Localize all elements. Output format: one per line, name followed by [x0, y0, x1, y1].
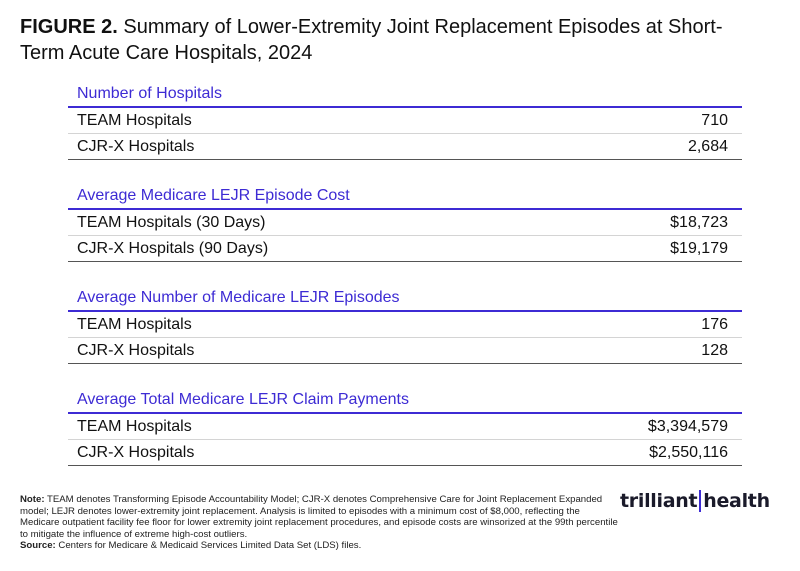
section-header: Average Medicare LEJR Episode Cost	[68, 186, 742, 210]
section-header: Average Number of Medicare LEJR Episodes	[68, 288, 742, 312]
section-header: Average Total Medicare LEJR Claim Paymen…	[68, 390, 742, 414]
row-label: CJR-X Hospitals	[77, 443, 195, 461]
row-value: $19,179	[670, 239, 728, 257]
figure-label: FIGURE 2.	[20, 16, 118, 38]
row-label: TEAM Hospitals	[77, 315, 192, 333]
trilliant-health-logo: trilliant health	[620, 484, 780, 518]
row-value: $3,394,579	[647, 417, 728, 435]
row-label: CJR-X Hospitals	[77, 341, 195, 359]
section-number-of-episodes: Average Number of Medicare LEJR Episodes…	[68, 288, 742, 364]
logo-text-part1: trilliant	[620, 490, 698, 512]
logo-text-part2: health	[703, 490, 770, 512]
row-value: 710	[701, 111, 728, 129]
row-label: CJR-X Hospitals (90 Days)	[77, 239, 269, 257]
row-value: 176	[701, 315, 728, 333]
source-label: Source:	[20, 540, 56, 552]
table-row: CJR-X Hospitals 2,684	[68, 134, 742, 160]
table-row: CJR-X Hospitals (90 Days) $19,179	[68, 236, 742, 262]
table-row: TEAM Hospitals $3,394,579	[68, 414, 742, 440]
section-episode-cost: Average Medicare LEJR Episode Cost TEAM …	[68, 186, 742, 262]
figure-title-text: Summary of Lower-Extremity Joint Replace…	[20, 16, 723, 64]
footnote: Note: TEAM denotes Transforming Episode …	[20, 494, 620, 552]
section-claim-payments: Average Total Medicare LEJR Claim Paymen…	[68, 390, 742, 466]
table-row: CJR-X Hospitals 128	[68, 338, 742, 364]
note-text: TEAM denotes Transforming Episode Accoun…	[20, 494, 618, 540]
source-text: Centers for Medicare & Medicaid Services…	[58, 540, 362, 552]
row-value: $18,723	[670, 213, 728, 231]
table-row: TEAM Hospitals 176	[68, 312, 742, 338]
section-header: Number of Hospitals	[68, 84, 742, 108]
row-value: 128	[701, 341, 728, 359]
figure-title: FIGURE 2. Summary of Lower-Extremity Joi…	[20, 14, 760, 66]
table-row: CJR-X Hospitals $2,550,116	[68, 440, 742, 466]
row-value: 2,684	[687, 137, 728, 155]
table-row: TEAM Hospitals 710	[68, 108, 742, 134]
table-row: TEAM Hospitals (30 Days) $18,723	[68, 210, 742, 236]
row-label: TEAM Hospitals	[77, 417, 192, 435]
summary-tables: Number of Hospitals TEAM Hospitals 710 C…	[68, 84, 742, 466]
row-label: CJR-X Hospitals	[77, 137, 195, 155]
row-value: $2,550,116	[649, 443, 728, 461]
section-number-of-hospitals: Number of Hospitals TEAM Hospitals 710 C…	[68, 84, 742, 160]
logo-divider	[699, 490, 702, 512]
note-label: Note:	[20, 494, 45, 505]
row-label: TEAM Hospitals (30 Days)	[77, 213, 266, 231]
row-label: TEAM Hospitals	[77, 111, 192, 129]
